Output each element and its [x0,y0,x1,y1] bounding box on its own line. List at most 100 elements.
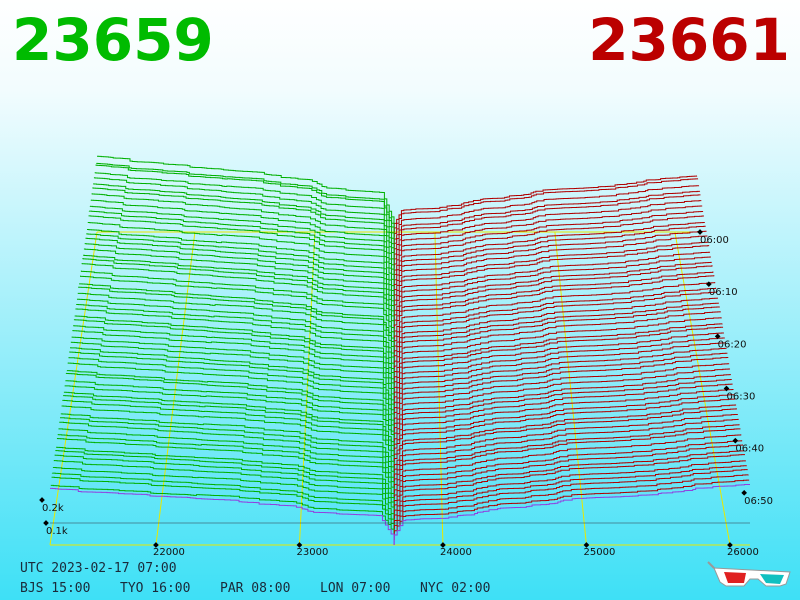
ask-depth-line [393,383,733,443]
bid-depth-line [88,215,395,289]
bid-depth-line [73,325,395,392]
ask-price: 23661 [588,6,790,74]
glasses-red-lens [724,572,746,583]
ask-depth-line [393,256,711,315]
ask-depth-line [393,261,712,320]
time-label: 06:30 [727,392,756,403]
ask-depth-line [393,251,711,309]
bid-depth-line [84,243,395,315]
price-label: 23000 [297,547,329,558]
bid-depth-line [59,421,395,484]
ask-depth-line [393,389,734,448]
time-label: 06:20 [718,339,747,350]
bid-depth-line [80,275,395,345]
bid-price: 23659 [12,6,214,74]
ask-depth-line [393,394,735,453]
ask-depth-line [393,230,707,289]
price-label: 26000 [727,547,759,558]
bid-depth-line [55,450,395,510]
time-marker [714,333,721,340]
ask-depth-line [393,311,721,371]
bid-depth-line [76,298,395,366]
ask-depth-line [393,465,747,525]
ask-depth-line [393,332,724,392]
ask-depth-line [393,245,710,304]
tick-marker [153,542,159,548]
price-label: 22000 [153,547,185,558]
bid-depth-line [63,395,395,458]
bid-depth-line [65,380,395,443]
bid-depth-line [66,370,395,433]
price-label: 24000 [440,547,472,558]
ask-depth-line [393,479,750,540]
ask-depth-line [393,235,708,294]
bid-depth-line [65,372,395,438]
bid-depth-line [64,385,395,448]
ask-depth-line [393,374,731,433]
bid-depth-line [83,254,395,325]
ask-depth-line [393,428,741,489]
bid-depth-line [70,341,395,407]
ask-depth-line [393,337,725,397]
ask-depth-line [393,460,746,520]
bid-depth-line [77,292,395,361]
time-label: 06:00 [700,235,729,246]
depth-curves [50,155,750,545]
bid-depth-line [97,155,395,232]
bid-depth-line [68,357,395,422]
time-label: 06:10 [709,287,738,298]
ask-depth-line [393,275,715,335]
ask-depth-line [393,352,728,412]
ask-depth-line [393,221,705,279]
ask-depth-line [393,323,723,381]
ask-depth-line [393,342,726,402]
glasses-cyan-lens [760,574,784,584]
bid-depth-line [94,172,395,248]
ask-depth-line [393,326,724,386]
ask-depth-line [393,404,737,463]
ask-depth-line [393,271,714,330]
bid-depth-line [76,304,395,371]
glasses-arm [707,561,715,569]
ask-depth-line [393,317,722,376]
bid-depth-line [57,434,395,494]
bid-depth-line [56,446,395,504]
ask-depth-line [393,211,704,268]
ask-depth-line [393,302,719,361]
bid-depth-line [70,347,395,412]
3d-glasses-icon[interactable] [707,561,791,587]
bid-depth-line [67,362,395,427]
ask-depth-line [393,450,744,510]
ask-depth-line [393,291,717,351]
bid-depth-line [56,438,395,499]
ask-depth-line [393,469,748,530]
utc-time: UTC 2023-02-17 07:00 [20,561,177,576]
ask-depth-line [393,215,704,274]
bid-depth-line [52,466,395,525]
bid-depth-line [60,417,395,479]
bid-depth-line [73,319,395,386]
grid-line [434,231,444,546]
time-marker [723,385,730,392]
tick-marker [296,542,303,548]
bid-depth-line [72,330,395,397]
ask-depth-line [393,347,727,407]
bid-depth-line [50,484,395,540]
ask-depth-line [393,190,701,248]
bid-depth-line [86,228,395,299]
bid-depth-line [69,351,395,417]
ask-depth-line [393,444,744,504]
ask-depth-line [393,453,745,515]
bid-depth-line [58,428,395,489]
ask-depth-line [393,413,738,474]
bid-depth-line [60,413,395,474]
tick-marker [583,542,590,548]
ask-depth-line [393,368,731,427]
ask-depth-line [393,241,709,299]
ask-depth-line [393,200,702,258]
bid-depth-line [93,177,395,253]
bid-depth-line [62,399,395,463]
bid-depth-line [51,472,395,530]
bid-depth-line [91,193,395,268]
